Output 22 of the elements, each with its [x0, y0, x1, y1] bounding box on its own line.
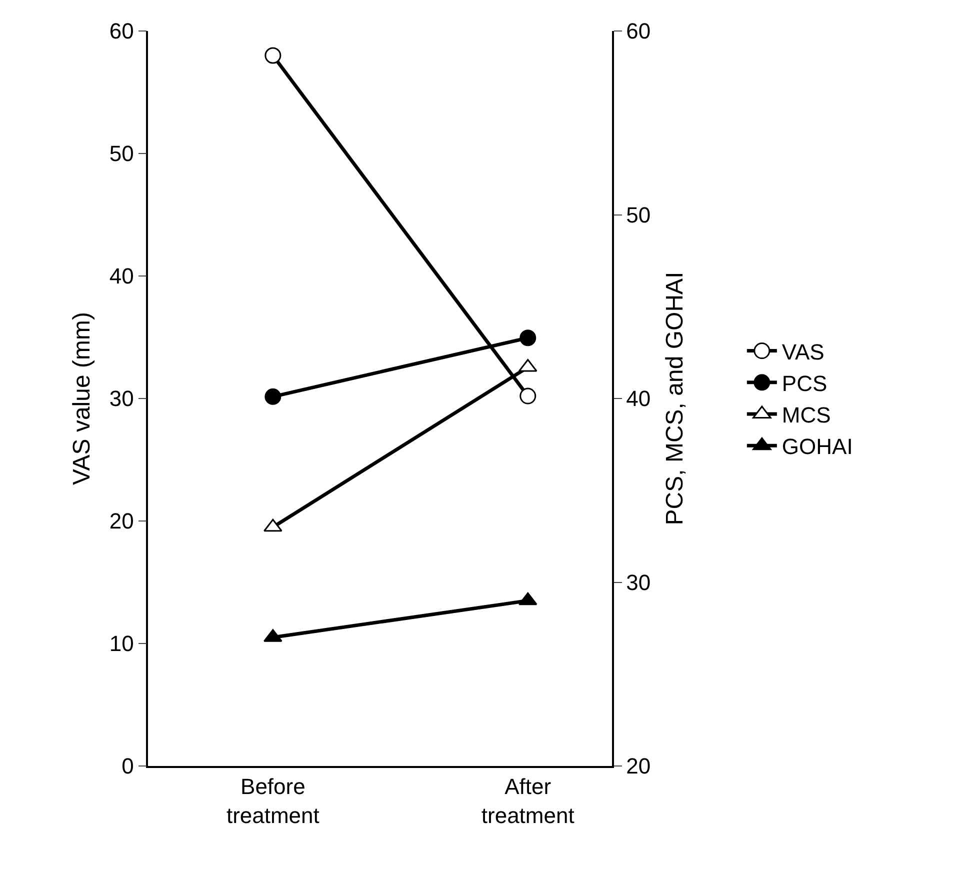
point: [264, 388, 282, 405]
y-tick-label: 60: [109, 18, 134, 44]
legend-label: PCS: [782, 370, 828, 396]
legend-label: VAS: [782, 339, 824, 364]
legend-label: MCS: [782, 402, 831, 428]
y-tick-label: 30: [109, 386, 134, 412]
y2-tick-label: 60: [626, 18, 651, 44]
point: [520, 330, 536, 346]
y2-axis-title: PCS, MCS, and GOHAI: [662, 272, 688, 526]
y-tick-label: 40: [109, 264, 134, 289]
y-axis-title: VAS value (mm): [68, 312, 96, 485]
y-tick-label: 10: [109, 631, 134, 656]
y2-tick-label: 30: [626, 570, 651, 595]
y-tick-label: 0: [122, 754, 134, 779]
x-tick-label: After treatment: [481, 774, 574, 828]
y2-tick-label: 20: [626, 754, 651, 779]
legend-label: GOHAI: [782, 434, 853, 460]
x-tick-label: Before treatment: [226, 774, 320, 828]
y-tick-label: 20: [109, 508, 134, 534]
y-tick-label: 50: [109, 141, 134, 166]
y2-tick-label: 50: [626, 202, 651, 228]
y2-tick-label: 40: [626, 386, 651, 412]
